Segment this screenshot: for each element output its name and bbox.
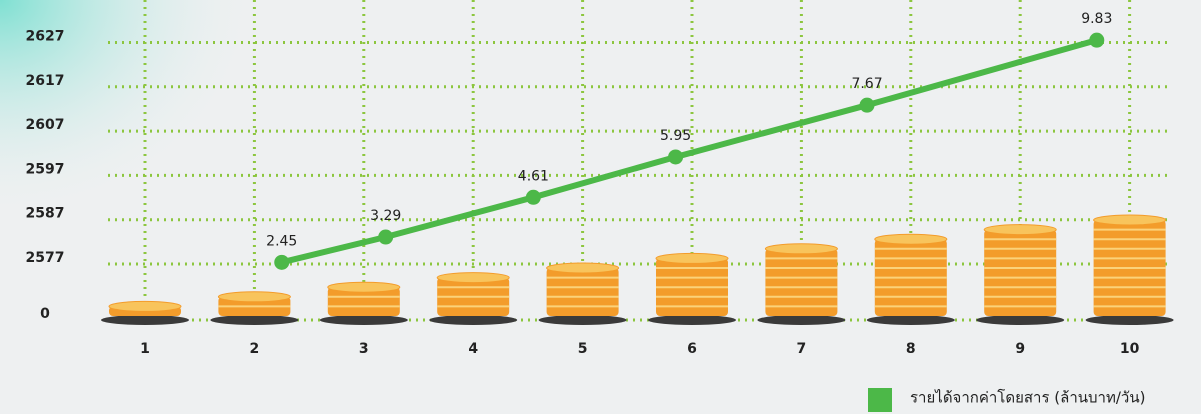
point: [860, 98, 875, 113]
data-label: 2.45: [266, 233, 297, 249]
x-tick-label: 2: [250, 341, 260, 357]
x-tick-label: 4: [468, 341, 478, 357]
x-tick-label: 10: [1120, 341, 1140, 357]
x-tick-label: 1: [140, 341, 150, 357]
coin-shadow: [976, 315, 1064, 325]
coin-shadow: [867, 315, 955, 325]
coin-top: [765, 244, 837, 254]
coin-top: [984, 225, 1056, 235]
coin-stack: [210, 292, 298, 325]
coin-shadow: [1086, 315, 1174, 325]
coin-shadow: [757, 315, 845, 325]
coin-stack: [976, 225, 1064, 325]
coin-stack: [1086, 215, 1174, 325]
chart: 0 2577 2587 2597 2607 2617 2627 1 2 3 4 5 6 7 8 9 10 2.45…: [0, 0, 1201, 414]
data-label: 5.95: [660, 128, 691, 144]
coin-shadow: [320, 315, 408, 325]
coin-shadow: [648, 315, 736, 325]
x-tick-label: 6: [687, 341, 697, 357]
coin-body: [547, 268, 619, 316]
x-tick-label: 8: [906, 341, 916, 357]
point: [668, 149, 683, 164]
coin-top: [218, 292, 290, 302]
y-tick-label: 2597: [26, 161, 65, 177]
coin-stack: [101, 301, 189, 325]
coin-top: [547, 263, 619, 273]
coin-top: [437, 273, 509, 283]
x-tick-label: 9: [1015, 341, 1025, 357]
coin-top: [656, 253, 728, 263]
coin-stack: [539, 263, 627, 325]
x-tick-label: 5: [578, 341, 588, 357]
point: [526, 190, 541, 205]
data-label: 7.67: [851, 76, 882, 92]
point: [378, 230, 393, 245]
y-tick-label: 2617: [26, 73, 65, 89]
data-label: 9.83: [1081, 11, 1112, 27]
coin-top: [1094, 215, 1166, 225]
coin-body: [984, 230, 1056, 316]
y-tick-label: 2587: [26, 206, 65, 222]
legend-swatch: [868, 388, 892, 412]
x-tick-label: 7: [797, 341, 807, 357]
coin-shadow: [429, 315, 517, 325]
legend-label: รายได้จากค่าโดยสาร (ล้านบาท/วัน): [910, 389, 1145, 407]
coin-shadow: [539, 315, 627, 325]
coin-stack: [648, 253, 736, 325]
coin-shadow: [210, 315, 298, 325]
coin-stack: [320, 282, 408, 325]
y-tick-label: 0: [40, 306, 50, 322]
y-tick-label: 2627: [26, 29, 65, 45]
data-label: 3.29: [370, 208, 401, 224]
x-tick-label: 3: [359, 341, 369, 357]
coin-top: [328, 282, 400, 292]
coin-top: [109, 301, 181, 311]
point: [1089, 33, 1104, 48]
coin-stack: [757, 244, 845, 325]
y-tick-label: 2607: [26, 117, 65, 133]
coin-top: [875, 234, 947, 244]
coin-shadow: [101, 315, 189, 325]
coin-stack: [867, 234, 955, 325]
data-label: 4.61: [518, 168, 549, 184]
point: [274, 255, 289, 270]
y-tick-label: 2577: [26, 250, 65, 266]
coin-stack: [429, 273, 517, 325]
